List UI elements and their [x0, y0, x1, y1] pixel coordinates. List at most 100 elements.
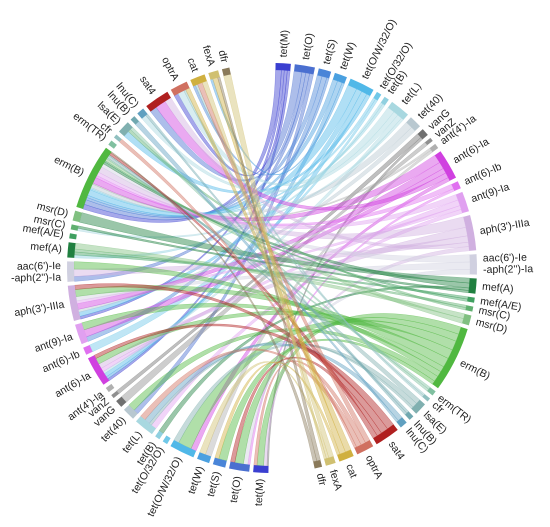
gene-label: sat4	[386, 439, 407, 462]
gene-arc	[380, 96, 389, 106]
gene-arc	[468, 278, 477, 294]
ribbon	[158, 285, 470, 434]
gene-arc	[113, 134, 122, 142]
gene-arc	[146, 91, 171, 112]
gene-label: sat4	[137, 74, 158, 97]
gene-arc	[137, 108, 148, 119]
gene-arc	[422, 394, 431, 402]
gene-arc	[190, 74, 207, 87]
ribbon	[135, 121, 399, 423]
gene-label: erm(B)	[458, 357, 492, 382]
gene-label: fexA	[200, 44, 218, 68]
ribbon	[108, 154, 409, 414]
ribbon	[78, 127, 416, 313]
gene-arc	[469, 254, 477, 275]
ribbon	[79, 212, 470, 284]
gene-arc	[347, 78, 374, 96]
ribbon	[263, 246, 470, 467]
ribbon	[103, 161, 470, 289]
ribbons	[73, 69, 471, 467]
ribbon	[75, 261, 471, 302]
ribbon	[155, 101, 449, 211]
gene-label: tet(S)	[205, 470, 223, 498]
ribbon	[247, 188, 455, 466]
ribbon	[106, 80, 343, 379]
gene-arc	[424, 137, 433, 146]
gene-arc	[467, 296, 475, 303]
ribbon	[74, 285, 449, 367]
gene-arc	[87, 355, 110, 385]
ribbon	[74, 283, 388, 434]
gene-arc	[83, 345, 93, 355]
gene-label: aac(6')-Ie-aph(2'')-Ia	[483, 251, 534, 275]
ribbon	[73, 235, 469, 277]
gene-label: ant(6)-Ia	[451, 136, 491, 167]
gene-arc	[373, 424, 398, 445]
gene-label: ant(6)-Ia	[53, 369, 93, 400]
gene-label: tet(O)	[300, 32, 316, 60]
gene-arc	[463, 215, 477, 251]
gene-arc	[313, 459, 323, 469]
gene-label: tet(M)	[253, 478, 266, 506]
gene-arc	[332, 72, 347, 84]
ribbon	[128, 129, 467, 311]
ribbon	[218, 338, 435, 462]
gene-arc	[434, 151, 457, 181]
gene-arc	[337, 449, 354, 462]
gene-arc	[354, 440, 374, 455]
gene-arc	[67, 285, 81, 321]
gene-label: dfr	[314, 472, 329, 487]
gene-label: tet(W)	[186, 465, 207, 496]
ribbon	[98, 166, 467, 240]
gene-label: cat	[343, 462, 359, 479]
gene-arc	[116, 396, 127, 407]
ribbon	[74, 102, 384, 259]
gene-arc	[67, 261, 75, 282]
ribbon	[214, 361, 341, 459]
gene-arc	[118, 122, 133, 137]
ribbon	[107, 70, 291, 382]
gene-arc	[208, 70, 220, 80]
gene-label: mef(A)	[30, 240, 62, 255]
gene-label: aph(3')-IIIa	[13, 298, 65, 319]
gene-arc	[427, 387, 436, 396]
gene-label: tet(M)	[277, 30, 290, 58]
gene-arc	[170, 81, 190, 96]
gene-arc	[72, 210, 82, 223]
gene-arc	[197, 452, 212, 464]
gene-label: aph(3')-IIIa	[479, 217, 531, 238]
gene-arc	[75, 322, 89, 345]
gene-arc	[432, 327, 468, 389]
gene-label: mef(A)	[482, 280, 514, 295]
gene-label: aac(6')-Ie-aph(2'')-Ia	[11, 260, 62, 284]
gene-arc	[69, 233, 77, 240]
gene-arc	[387, 101, 409, 120]
gene-label: erm(B)	[52, 153, 86, 178]
gene-arc	[324, 456, 336, 466]
ribbon	[83, 168, 446, 338]
gene-arc	[455, 191, 469, 214]
ribbon	[190, 177, 450, 452]
gene-arc	[111, 390, 120, 399]
gene-arc	[108, 140, 117, 149]
gene-arc	[462, 313, 472, 326]
gene-arc	[411, 399, 426, 414]
ribbon	[223, 74, 327, 460]
gene-arc	[404, 411, 414, 420]
gene-arc	[162, 435, 171, 445]
gene-arc	[406, 117, 421, 132]
gene-label: optrA	[363, 453, 385, 481]
gene-label: tet(S)	[321, 38, 339, 66]
gene-label: optrA	[159, 55, 181, 83]
gene-label: tet(O)	[228, 475, 244, 503]
gene-arc	[212, 457, 227, 468]
gene-arc	[417, 129, 428, 140]
gene-arc	[275, 63, 291, 71]
gene-label: ant(9)-Ia	[470, 181, 512, 205]
gene-arc	[76, 147, 112, 209]
gene-label: ant(6)-Ib	[40, 348, 81, 375]
gene-arc	[123, 404, 138, 419]
gene-label: fexA	[327, 468, 345, 492]
gene-arc	[451, 181, 461, 191]
